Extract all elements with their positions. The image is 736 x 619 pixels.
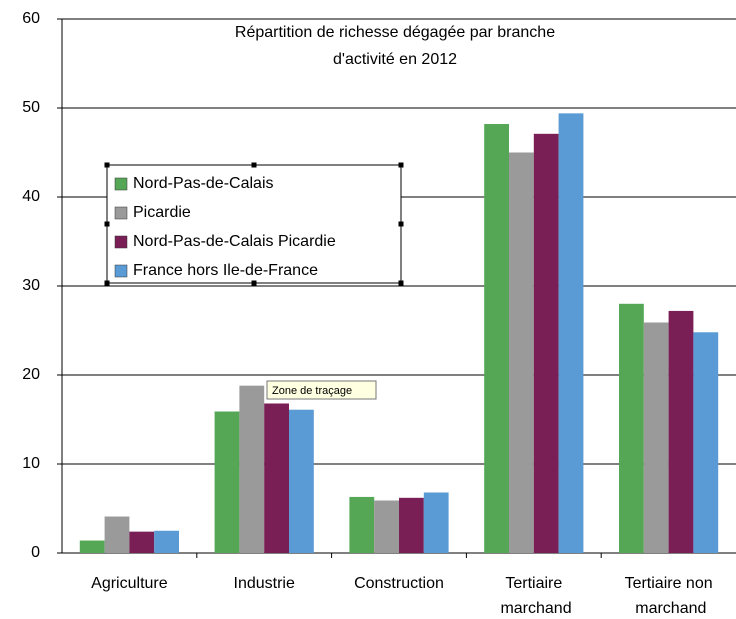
- legend-swatch: [114, 264, 128, 278]
- bar: [374, 500, 399, 553]
- y-tick-label: 30: [22, 277, 40, 294]
- legend-swatch: [114, 177, 128, 191]
- tooltip-box: [266, 380, 377, 400]
- legend-label: Nord-Pas-de-Calais Picardie: [133, 233, 336, 250]
- bar: [129, 531, 155, 553]
- legend-label: Nord-Pas-de-Calais: [133, 175, 274, 192]
- bar: [558, 113, 584, 553]
- bar: [693, 332, 719, 553]
- bar: [104, 516, 130, 553]
- legend-swatch: [114, 235, 128, 249]
- legend-label: France hors Ile-de-France: [133, 262, 318, 279]
- y-tick-label: 20: [22, 366, 40, 383]
- bar: [619, 303, 644, 553]
- bar: [484, 124, 509, 554]
- selection-handle: [398, 221, 404, 227]
- selection-handle: [398, 162, 404, 168]
- x-tick-label: Industrie: [234, 575, 295, 592]
- bar: [154, 530, 179, 553]
- legend-box: [106, 164, 402, 284]
- selection-handle: [104, 221, 110, 227]
- bar: [214, 411, 240, 553]
- selection-handle: [104, 280, 110, 286]
- tooltip-text: Zone de traçage: [272, 385, 352, 397]
- bar: [79, 540, 105, 553]
- y-tick-label: 10: [22, 455, 40, 472]
- bar: [668, 310, 694, 553]
- y-tick-label: 60: [22, 10, 40, 27]
- x-tick-label: Tertiaire marchand: [496, 575, 572, 617]
- selection-handle: [104, 162, 110, 168]
- legend-swatch: [114, 206, 128, 220]
- selection-handle: [251, 280, 257, 286]
- x-tick-label: Agriculture: [91, 575, 168, 592]
- x-tick-label: Construction: [354, 575, 444, 592]
- y-tick-label: 40: [22, 188, 40, 205]
- y-tick-label: 50: [22, 99, 40, 116]
- bar: [533, 133, 559, 553]
- selection-handle: [398, 280, 404, 286]
- bar: [423, 492, 449, 553]
- bar: [399, 497, 424, 553]
- chart-title: Répartition de richesse dégagée par bran…: [235, 24, 555, 41]
- bar: [289, 409, 314, 553]
- bar: [349, 496, 375, 553]
- x-tick-label: Tertiaire non marchand: [625, 575, 713, 617]
- bar: [264, 403, 289, 553]
- bar: [643, 322, 669, 553]
- bar: [239, 385, 265, 553]
- chart-title: d'activité en 2012: [333, 51, 457, 68]
- bar: [509, 152, 534, 553]
- legend-label: Picardie: [133, 204, 191, 221]
- y-tick-label: 0: [31, 544, 40, 561]
- selection-handle: [251, 162, 257, 168]
